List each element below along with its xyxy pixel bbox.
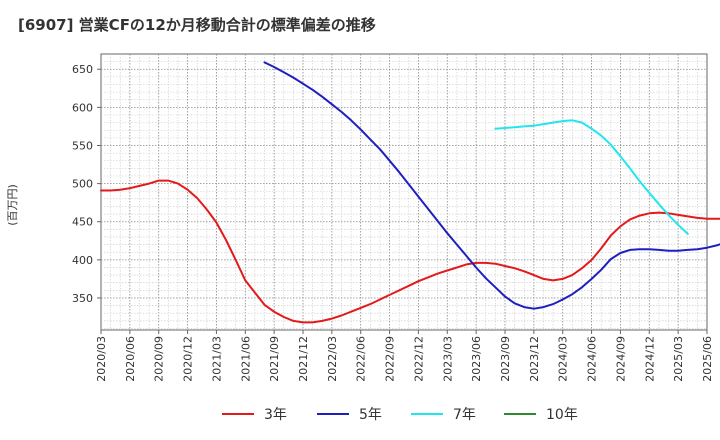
x-tick-label: 2020/03 (95, 336, 108, 382)
y-tick-label: 650 (72, 63, 93, 76)
x-tick-label: 2024/12 (643, 336, 656, 382)
legend-item-3: 7年 (411, 407, 476, 423)
legend-item-1: 3年 (222, 407, 287, 423)
legend-label: 10年 (546, 407, 578, 423)
y-tick-label: 350 (72, 292, 93, 305)
y-tick-label: 400 (72, 254, 93, 267)
x-tick-label: 2025/06 (701, 336, 714, 382)
legend-label: 3年 (264, 407, 287, 423)
legend-label: 5年 (359, 407, 382, 423)
x-tick-label: 2024/06 (586, 336, 599, 382)
x-tick-label: 2020/09 (153, 336, 166, 382)
x-tick-label: 2020/12 (182, 336, 195, 382)
x-tick-label: 2024/03 (557, 336, 570, 382)
y-tick-label: 600 (72, 101, 93, 114)
y-tick-label: 550 (72, 139, 93, 152)
series-line-1 (100, 179, 720, 324)
series-line-3 (494, 119, 689, 235)
y-tick-label: 500 (72, 178, 93, 191)
x-tick-label: 2022/12 (412, 336, 425, 382)
series-layer (100, 61, 720, 324)
x-tick-label: 2023/09 (499, 336, 512, 382)
x-tick-label: 2023/06 (470, 336, 483, 382)
x-tick-label: 2023/03 (441, 336, 454, 382)
x-tick-label: 2021/06 (239, 336, 252, 382)
x-tick-label: 2022/03 (326, 336, 339, 382)
legend: 3年 5年 7年 10年 (222, 407, 578, 423)
x-tick-label: 2022/06 (355, 336, 368, 382)
y-axis: 350 400 450 500 550 600 650 (72, 63, 101, 305)
y-tick-label: 450 (72, 216, 93, 229)
x-tick-label: 2021/09 (268, 336, 281, 382)
legend-label: 7年 (453, 407, 476, 423)
x-tick-label: 2022/09 (384, 336, 397, 382)
legend-item-4: 10年 (504, 407, 578, 423)
chart-title: [6907] 営業CFの12か月移動合計の標準偏差の推移 (18, 16, 376, 34)
x-tick-label: 2020/06 (124, 336, 137, 382)
x-tick-label: 2025/03 (672, 336, 685, 382)
grid (101, 54, 707, 330)
series-line-2 (263, 61, 720, 310)
x-tick-label: 2024/09 (614, 336, 627, 382)
x-axis: 2020/03 2020/06 2020/09 2020/12 2021/03 2021/… (95, 330, 714, 382)
x-tick-label: 2021/12 (297, 336, 310, 382)
y-axis-label: (百万円) (6, 184, 19, 226)
legend-item-2: 5年 (317, 407, 382, 423)
x-tick-label: 2021/03 (210, 336, 223, 382)
x-tick-label: 2023/12 (528, 336, 541, 382)
